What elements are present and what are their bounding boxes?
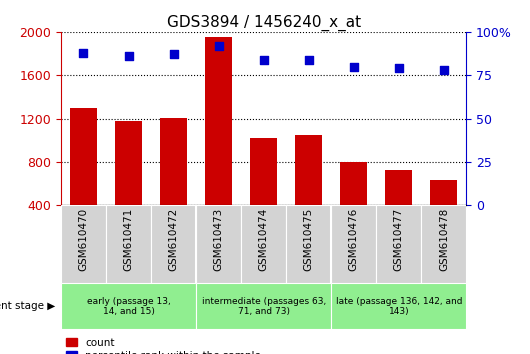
Text: GSM610471: GSM610471 xyxy=(123,208,134,271)
Bar xyxy=(340,162,367,249)
Text: late (passage 136, 142, and
143): late (passage 136, 142, and 143) xyxy=(335,297,462,316)
Text: GSM610476: GSM610476 xyxy=(349,208,359,271)
Text: GSM610475: GSM610475 xyxy=(304,208,314,271)
Bar xyxy=(160,118,187,249)
Point xyxy=(304,57,313,62)
Text: GSM610478: GSM610478 xyxy=(439,208,449,271)
Point xyxy=(259,57,268,62)
Legend: count, percentile rank within the sample: count, percentile rank within the sample xyxy=(66,338,261,354)
Bar xyxy=(70,108,97,249)
Point xyxy=(440,67,448,73)
Bar xyxy=(331,205,376,283)
Bar xyxy=(115,121,142,249)
Bar xyxy=(61,205,106,283)
Text: GSM610477: GSM610477 xyxy=(394,208,404,271)
Bar xyxy=(106,205,151,283)
Point xyxy=(80,50,88,56)
Bar xyxy=(196,283,331,329)
Point xyxy=(350,64,358,69)
Bar xyxy=(286,205,331,283)
Text: GSM610474: GSM610474 xyxy=(259,208,269,271)
Text: GSM610470: GSM610470 xyxy=(78,208,89,271)
Bar xyxy=(295,135,322,249)
Bar xyxy=(250,138,277,249)
Text: GSM610473: GSM610473 xyxy=(214,208,224,271)
Bar xyxy=(196,205,241,283)
Point xyxy=(124,53,132,59)
Bar xyxy=(385,170,412,249)
Bar xyxy=(205,37,232,249)
Bar xyxy=(151,205,196,283)
Point xyxy=(169,52,178,57)
Text: GSM610472: GSM610472 xyxy=(169,208,179,271)
Title: GDS3894 / 1456240_x_at: GDS3894 / 1456240_x_at xyxy=(166,14,361,30)
Text: early (passage 13,
14, and 15): early (passage 13, 14, and 15) xyxy=(86,297,171,316)
Bar xyxy=(61,283,196,329)
Bar xyxy=(331,283,466,329)
Bar xyxy=(241,205,286,283)
Point xyxy=(394,65,403,71)
Text: development stage ▶: development stage ▶ xyxy=(0,301,56,311)
Point xyxy=(214,43,223,48)
Bar xyxy=(430,181,457,249)
Bar xyxy=(421,205,466,283)
Bar xyxy=(376,205,421,283)
Text: intermediate (passages 63,
71, and 73): intermediate (passages 63, 71, and 73) xyxy=(201,297,326,316)
